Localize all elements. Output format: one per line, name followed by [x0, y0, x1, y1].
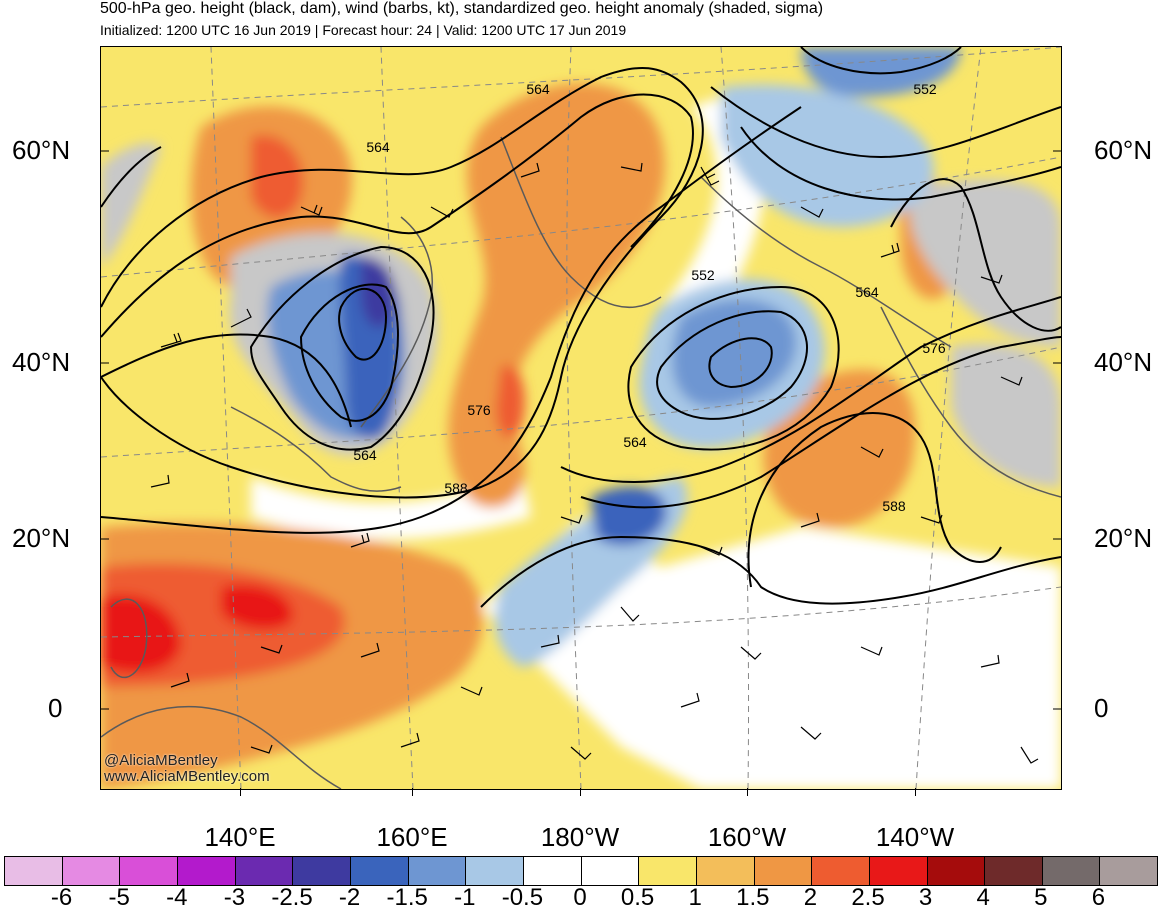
colorbar-label: 2.5	[851, 884, 885, 911]
lon-tick	[915, 788, 916, 796]
contour-labels: 564 564 552 552 564 576 576 564 564 588 …	[353, 81, 946, 514]
colorbar-box	[523, 857, 582, 885]
anomaly-colorbar	[4, 856, 1158, 886]
colorbar-label: -5	[108, 884, 130, 911]
contour-label: 588	[882, 498, 906, 514]
colorbar-box	[408, 857, 467, 885]
colorbar-label: -6	[50, 884, 73, 911]
contour-label: 564	[855, 284, 879, 300]
colorbar-box	[812, 857, 870, 885]
lon-tick	[580, 788, 581, 796]
colorbar-box	[293, 857, 351, 885]
colorbar-box	[120, 857, 178, 885]
lat-label-left: 60°N	[12, 135, 71, 165]
credit-handle: @AliciaMBentley	[104, 752, 218, 769]
lat-label-right: 20°N	[1094, 523, 1153, 553]
colorbar-label: -1.5	[386, 884, 428, 911]
colorbar-label: -3	[223, 884, 246, 911]
contour-label: 564	[366, 139, 390, 155]
colorbar-label: 6	[1091, 884, 1106, 911]
colorbar-label: -0.5	[501, 884, 544, 911]
height-contours	[101, 47, 1061, 608]
wind-barbs	[150, 162, 1039, 764]
lat-label-right: 40°N	[1094, 347, 1153, 377]
contour-label: 588	[444, 480, 468, 496]
contour-label: 576	[922, 340, 946, 356]
colorbar-label: 2	[803, 884, 818, 911]
lon-label: 160°E	[376, 822, 448, 852]
colorbar-label: 4	[976, 884, 990, 911]
colorbar-box	[927, 857, 986, 885]
colorbar-box	[1100, 857, 1158, 885]
lat-label-right: 0	[1094, 693, 1109, 723]
lon-label: 140°W	[875, 822, 955, 852]
colorbar-box	[62, 857, 121, 885]
lon-tick	[240, 788, 241, 796]
colorbar-box	[639, 857, 697, 885]
lon-label: 160°W	[707, 822, 787, 852]
colorbar-label: 0.5	[620, 884, 655, 911]
map-panel: 564 564 552 552 564 576 576 564 564 588 …	[100, 46, 1062, 790]
colorbar-box	[985, 857, 1043, 885]
colorbar-label: -2.5	[271, 884, 313, 911]
colorbar-label: 3	[918, 884, 933, 911]
contour-label: 552	[691, 267, 715, 283]
colorbar-label: 1.5	[736, 884, 770, 911]
contour-label: 576	[467, 402, 491, 418]
lon-tick	[412, 788, 413, 796]
contour-label: 564	[526, 81, 550, 97]
colorbar-label: -1	[454, 884, 476, 911]
lat-label-left: 20°N	[12, 523, 71, 553]
colorbar-box	[235, 857, 294, 885]
lat-label-left: 40°N	[12, 347, 71, 377]
anomaly-shading	[101, 47, 1061, 789]
colorbar-label: -2	[338, 884, 361, 911]
colorbar-label: 5	[1034, 884, 1048, 911]
chart-title: 500-hPa geo. height (black, dam), wind (…	[100, 0, 824, 17]
credit-website: www.AliciaMBentley.com	[104, 768, 270, 785]
lat-label-left: 0	[48, 693, 63, 723]
colorbar-box	[350, 857, 409, 885]
colorbar-box	[754, 857, 813, 885]
colorbar-box	[466, 857, 524, 885]
colorbar-box	[1042, 857, 1101, 885]
colorbar-label: 0	[573, 884, 587, 911]
colorbar-box	[869, 857, 928, 885]
contour-label: 564	[623, 434, 647, 450]
colorbar-box	[581, 857, 640, 885]
coastlines	[101, 136, 1061, 789]
colorbar-box	[5, 857, 63, 885]
contour-label: 552	[913, 81, 937, 97]
colorbar-box	[696, 857, 755, 885]
colorbar-label: 1	[688, 884, 702, 911]
map-svg: 564 564 552 552 564 576 576 564 564 588 …	[101, 47, 1061, 789]
lon-label: 140°E	[204, 822, 276, 852]
colorbar-label: -4	[166, 884, 188, 911]
colorbar-box	[177, 857, 236, 885]
map-edge-ticks	[101, 150, 1061, 710]
contour-label: 564	[353, 447, 377, 463]
lon-label: 180°W	[540, 822, 620, 852]
lat-label-right: 60°N	[1094, 135, 1153, 165]
lon-tick	[747, 788, 748, 796]
chart-subtitle: Initialized: 1200 UTC 16 Jun 2019 | Fore…	[100, 22, 627, 38]
